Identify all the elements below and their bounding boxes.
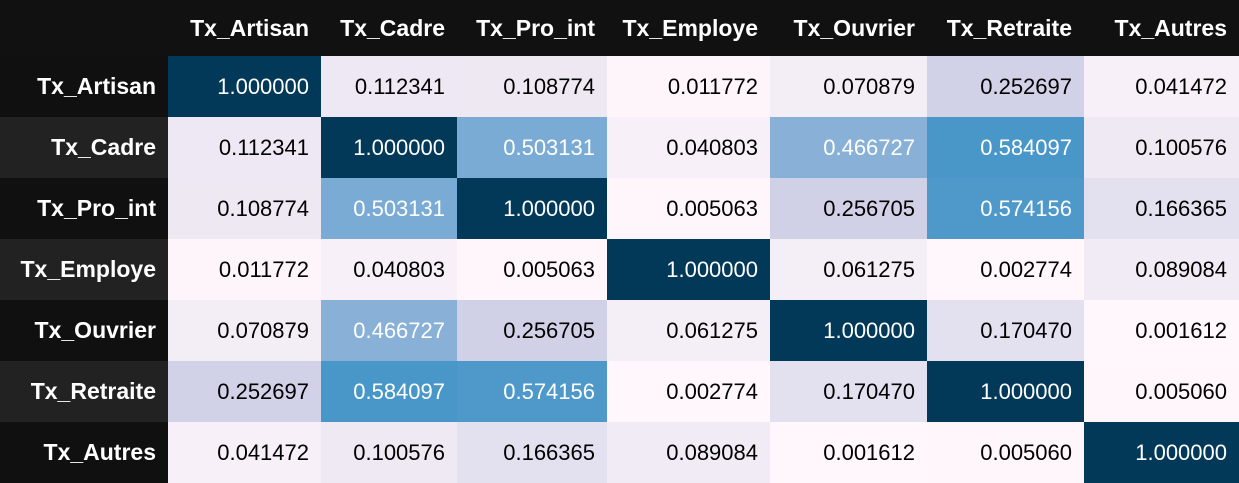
heatmap-cell: 0.070879 <box>770 56 927 117</box>
heatmap-cell: 0.574156 <box>457 361 607 422</box>
heatmap-cell: 0.041472 <box>168 422 321 483</box>
column-header: Tx_Pro_int <box>457 0 607 56</box>
table-row: Tx_Employe 0.011772 0.040803 0.005063 1.0000… <box>0 239 1239 300</box>
row-header: Tx_Employe <box>0 239 168 300</box>
heatmap-cell: 0.256705 <box>457 300 607 361</box>
heatmap-cell: 0.252697 <box>168 361 321 422</box>
heatmap-cell: 0.100576 <box>321 422 457 483</box>
heatmap-cell: 0.041472 <box>1084 56 1239 117</box>
heatmap-cell: 1.000000 <box>927 361 1084 422</box>
heatmap-cell: 0.061275 <box>607 300 770 361</box>
heatmap-cell: 0.005060 <box>1084 361 1239 422</box>
heatmap-cell: 0.584097 <box>321 361 457 422</box>
corner-cell <box>0 0 168 56</box>
heatmap-cell: 0.503131 <box>321 178 457 239</box>
heatmap-cell: 1.000000 <box>321 117 457 178</box>
heatmap-cell: 0.256705 <box>770 178 927 239</box>
heatmap-cell: 0.584097 <box>927 117 1084 178</box>
heatmap-cell: 0.166365 <box>457 422 607 483</box>
column-header: Tx_Employe <box>607 0 770 56</box>
heatmap-cell: 0.070879 <box>168 300 321 361</box>
column-header: Tx_Retraite <box>927 0 1084 56</box>
heatmap-cell: 0.108774 <box>457 56 607 117</box>
heatmap-cell: 0.466727 <box>770 117 927 178</box>
heatmap-cell: 0.040803 <box>321 239 457 300</box>
heatmap-cell: 0.112341 <box>321 56 457 117</box>
table-header: Tx_Artisan Tx_Cadre Tx_Pro_int Tx_Employ… <box>0 0 1239 56</box>
heatmap-cell: 0.001612 <box>1084 300 1239 361</box>
heatmap-cell: 0.005063 <box>457 239 607 300</box>
column-header: Tx_Autres <box>1084 0 1239 56</box>
heatmap-cell: 0.040803 <box>607 117 770 178</box>
row-header: Tx_Cadre <box>0 117 168 178</box>
heatmap-cell: 0.466727 <box>321 300 457 361</box>
heatmap-cell: 0.005060 <box>927 422 1084 483</box>
heatmap-cell: 0.002774 <box>607 361 770 422</box>
header-row: Tx_Artisan Tx_Cadre Tx_Pro_int Tx_Employ… <box>0 0 1239 56</box>
column-header: Tx_Artisan <box>168 0 321 56</box>
heatmap-cell: 0.089084 <box>607 422 770 483</box>
heatmap-cell: 0.170470 <box>927 300 1084 361</box>
heatmap-cell: 0.170470 <box>770 361 927 422</box>
heatmap-cell: 0.503131 <box>457 117 607 178</box>
row-header: Tx_Autres <box>0 422 168 483</box>
heatmap-cell: 0.001612 <box>770 422 927 483</box>
heatmap-cell: 0.061275 <box>770 239 927 300</box>
table-row: Tx_Artisan 1.000000 0.112341 0.108774 0.0117… <box>0 56 1239 117</box>
table-row: Tx_Ouvrier 0.070879 0.466727 0.256705 0.0612… <box>0 300 1239 361</box>
heatmap-cell: 0.089084 <box>1084 239 1239 300</box>
table-row: Tx_Autres 0.041472 0.100576 0.166365 0.08908… <box>0 422 1239 483</box>
column-header: Tx_Cadre <box>321 0 457 56</box>
table-row: Tx_Retraite 0.252697 0.584097 0.574156 0.002… <box>0 361 1239 422</box>
row-header: Tx_Pro_int <box>0 178 168 239</box>
heatmap-cell: 1.000000 <box>770 300 927 361</box>
table-row: Tx_Cadre 0.112341 1.000000 0.503131 0.040803… <box>0 117 1239 178</box>
heatmap-cell: 0.100576 <box>1084 117 1239 178</box>
heatmap-cell: 0.252697 <box>927 56 1084 117</box>
heatmap-cell: 0.108774 <box>168 178 321 239</box>
row-header: Tx_Retraite <box>0 361 168 422</box>
heatmap-cell: 1.000000 <box>168 56 321 117</box>
heatmap-cell: 0.574156 <box>927 178 1084 239</box>
table-body: Tx_Artisan 1.000000 0.112341 0.108774 0.0117… <box>0 56 1239 483</box>
heatmap-cell: 1.000000 <box>1084 422 1239 483</box>
row-header: Tx_Ouvrier <box>0 300 168 361</box>
heatmap-cell: 0.011772 <box>168 239 321 300</box>
row-header: Tx_Artisan <box>0 56 168 117</box>
heatmap-cell: 0.112341 <box>168 117 321 178</box>
heatmap-cell: 0.005063 <box>607 178 770 239</box>
heatmap-cell: 0.011772 <box>607 56 770 117</box>
table-row: Tx_Pro_int 0.108774 0.503131 1.000000 0.0050… <box>0 178 1239 239</box>
heatmap-cell: 0.002774 <box>927 239 1084 300</box>
heatmap-cell: 1.000000 <box>457 178 607 239</box>
heatmap-cell: 0.166365 <box>1084 178 1239 239</box>
heatmap-cell: 1.000000 <box>607 239 770 300</box>
column-header: Tx_Ouvrier <box>770 0 927 56</box>
